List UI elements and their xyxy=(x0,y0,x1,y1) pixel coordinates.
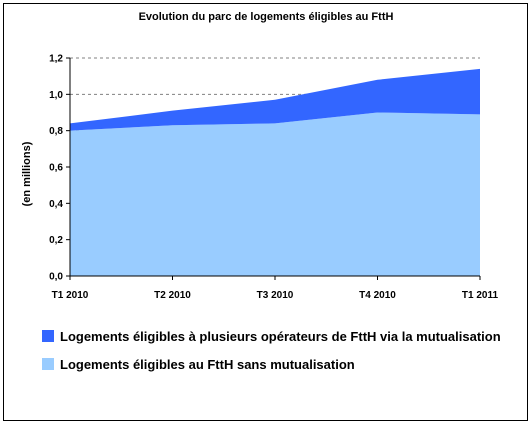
x-tick-label-4: T1 2011 xyxy=(462,290,499,301)
y-tick-label-2: 0,4 xyxy=(49,199,63,210)
x-tick-label-2: T3 2010 xyxy=(257,290,294,301)
x-tick-label-0: T1 2010 xyxy=(52,290,89,301)
area-series-1 xyxy=(70,68,480,131)
y-tick-label-3: 0,6 xyxy=(49,163,63,174)
x-tick-label-3: T4 2010 xyxy=(359,290,396,301)
area-series-0 xyxy=(70,112,480,276)
chart-legend: Logements éligibles à plusieurs opérateu… xyxy=(42,322,501,378)
legend-label-mutualisation: Logements éligibles à plusieurs opérateu… xyxy=(60,328,501,344)
legend-swatch-mutualisation xyxy=(42,330,54,342)
y-tick-label-5: 1,0 xyxy=(49,90,63,101)
legend-item-mutualisation: Logements éligibles à plusieurs opérateu… xyxy=(42,322,501,350)
x-tick-label-1: T2 2010 xyxy=(154,290,191,301)
chart-title: Evolution du parc de logements éligibles… xyxy=(138,11,394,23)
y-tick-label-6: 1,2 xyxy=(49,54,63,65)
y-tick-label-4: 0,8 xyxy=(49,126,63,137)
y-tick-label-0: 0,0 xyxy=(49,272,63,283)
legend-swatch-sans-mutualisation xyxy=(42,358,54,370)
y-tick-label-1: 0,2 xyxy=(49,235,63,246)
legend-label-sans-mutualisation: Logements éligibles au FttH sans mutuali… xyxy=(60,356,355,372)
legend-item-sans-mutualisation: Logements éligibles au FttH sans mutuali… xyxy=(42,350,501,378)
